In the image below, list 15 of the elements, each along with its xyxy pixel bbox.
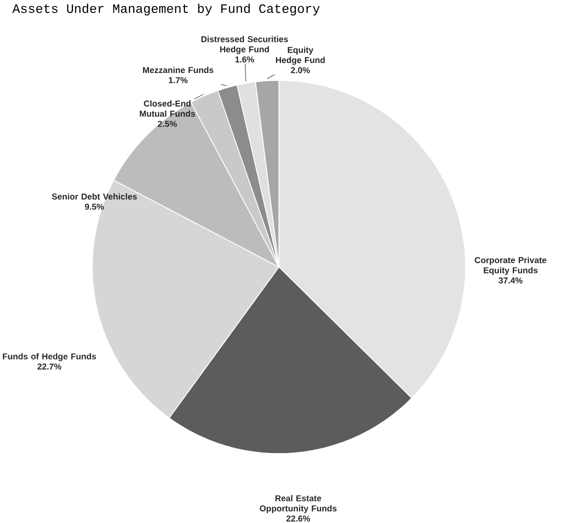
- data-label: 2.0%: [290, 67, 310, 74]
- slice-label: Funds of Hedge Funds: [2, 353, 96, 362]
- data-label: 37.4%: [498, 278, 522, 284]
- data-label: 22.7%: [38, 364, 62, 370]
- slice-label: Senior Debt Vehicles: [52, 193, 137, 200]
- slice-label: Closed-End Mutual Funds: [140, 100, 196, 117]
- chart-title: Assets Under Management by Fund Category: [12, 4, 320, 16]
- slice-label: Corporate Private Equity Funds: [474, 257, 546, 276]
- data-label: 22.6%: [286, 516, 310, 522]
- data-label: 1.7%: [168, 77, 188, 84]
- slice-label: Real Estate Opportunity Funds: [260, 495, 337, 514]
- slice-label: Mezzanine Funds: [143, 66, 214, 74]
- data-label: 2.5%: [158, 120, 177, 128]
- data-label: 9.5%: [84, 204, 104, 210]
- data-label: 1.6%: [235, 56, 254, 63]
